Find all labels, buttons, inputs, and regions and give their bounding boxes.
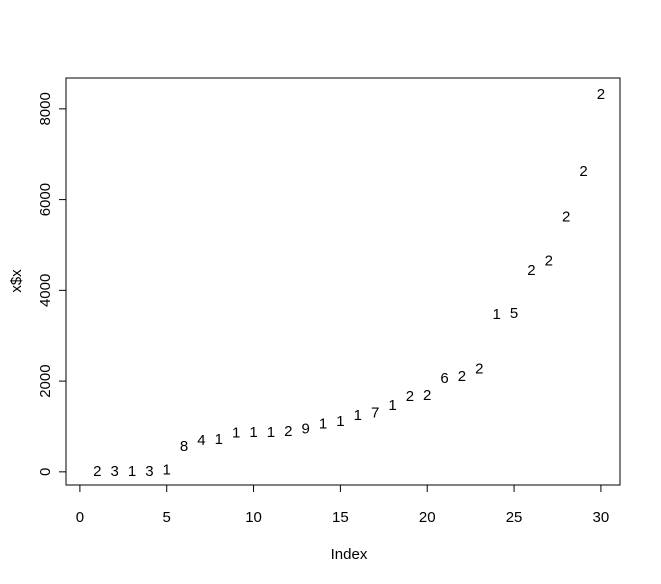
x-tick-label: 25 bbox=[506, 509, 523, 526]
point-label: 6 bbox=[440, 370, 448, 387]
point-label: 2 bbox=[284, 423, 292, 440]
point-label: 1 bbox=[336, 413, 344, 430]
point-label: 3 bbox=[145, 463, 153, 480]
point-label: 1 bbox=[354, 407, 362, 424]
y-axis-label: x$x bbox=[8, 269, 25, 293]
y-tick-label: 6000 bbox=[37, 183, 54, 216]
y-tick-label: 2000 bbox=[37, 364, 54, 397]
point-label: 2 bbox=[93, 463, 101, 480]
x-tick-label: 30 bbox=[593, 509, 610, 526]
point-label: 3 bbox=[110, 463, 118, 480]
point-label: 1 bbox=[232, 425, 240, 442]
point-label: 2 bbox=[423, 387, 431, 404]
point-label: 1 bbox=[493, 306, 501, 323]
point-label: 1 bbox=[249, 424, 257, 441]
point-label: 7 bbox=[371, 405, 379, 422]
point-label: 1 bbox=[215, 431, 223, 448]
x-tick-label: 0 bbox=[76, 509, 84, 526]
point-label: 2 bbox=[458, 368, 466, 385]
y-tick-label: 8000 bbox=[37, 92, 54, 125]
point-label: 2 bbox=[545, 253, 553, 270]
point-label: 8 bbox=[180, 438, 188, 455]
y-tick-label: 0 bbox=[37, 468, 54, 476]
x-tick-label: 20 bbox=[419, 509, 436, 526]
point-label: 4 bbox=[197, 432, 205, 449]
point-label: 2 bbox=[597, 86, 605, 103]
point-label: 9 bbox=[301, 421, 309, 438]
point-label: 1 bbox=[319, 416, 327, 433]
x-axis-label: Index bbox=[331, 546, 368, 563]
point-label: 1 bbox=[163, 461, 171, 478]
point-label: 1 bbox=[267, 424, 275, 441]
x-tick-label: 10 bbox=[245, 509, 262, 526]
point-label: 2 bbox=[527, 262, 535, 279]
point-label: 2 bbox=[579, 163, 587, 180]
point-label: 1 bbox=[388, 397, 396, 414]
point-label: 2 bbox=[562, 209, 570, 226]
x-tick-label: 15 bbox=[332, 509, 349, 526]
point-label: 2 bbox=[406, 388, 414, 405]
x-tick-label: 5 bbox=[163, 509, 171, 526]
point-label: 1 bbox=[128, 463, 136, 480]
point-label: 5 bbox=[510, 305, 518, 322]
point-label: 2 bbox=[475, 361, 483, 378]
y-tick-label: 4000 bbox=[37, 274, 54, 307]
